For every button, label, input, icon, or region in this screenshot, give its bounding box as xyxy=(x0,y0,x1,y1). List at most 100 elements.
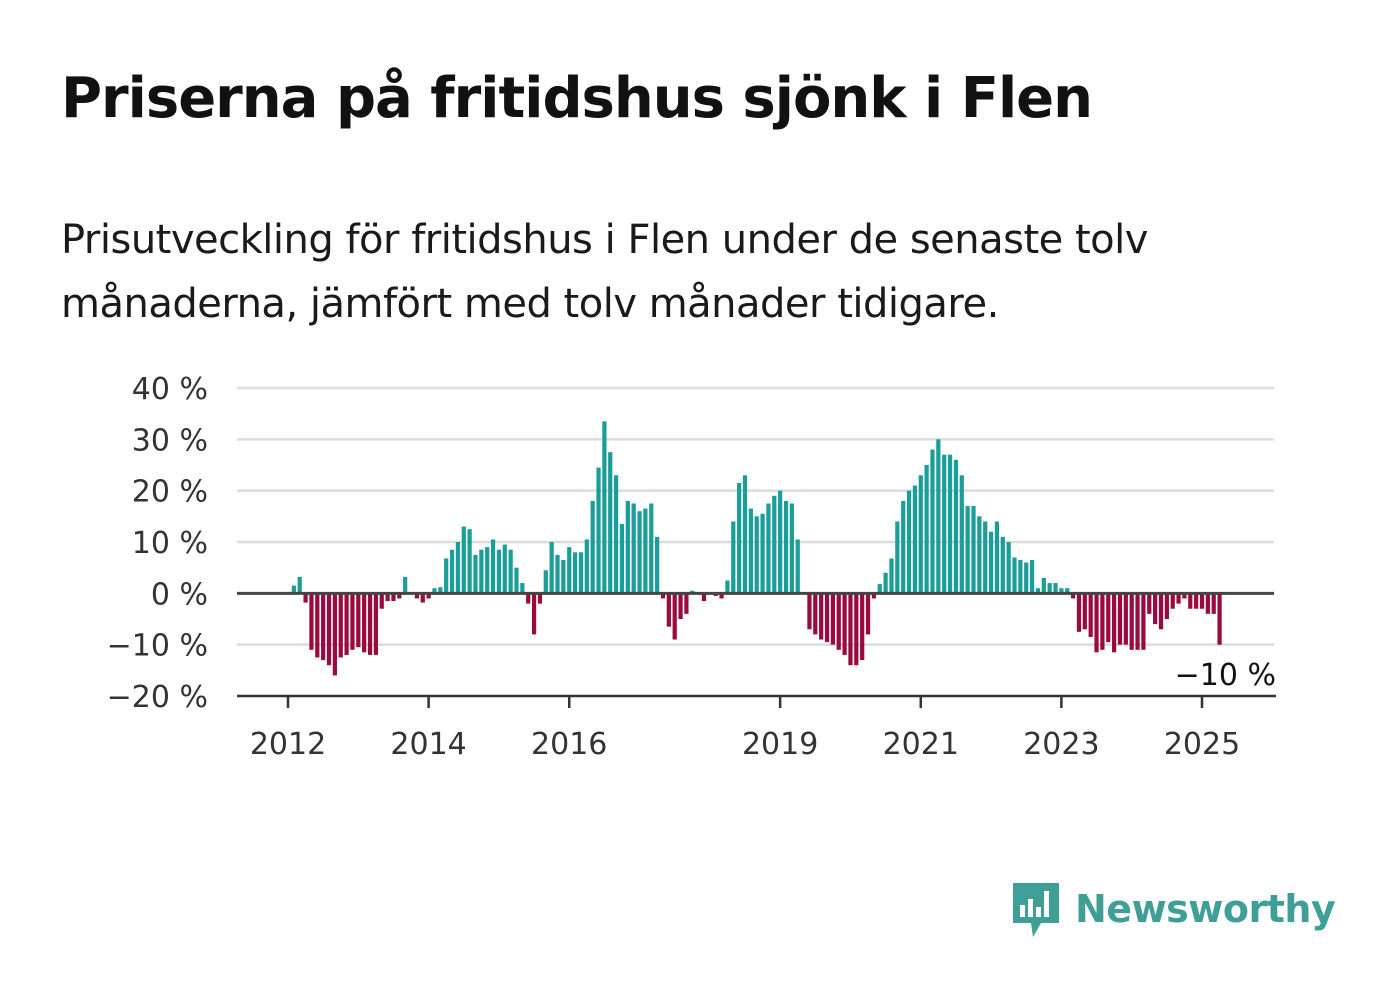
bar xyxy=(362,593,367,653)
bar xyxy=(1182,593,1187,599)
bar xyxy=(1217,593,1222,645)
bar xyxy=(332,593,337,676)
bar xyxy=(737,482,742,594)
bar xyxy=(783,500,789,594)
bar xyxy=(1106,593,1111,643)
bar xyxy=(789,503,794,594)
bar xyxy=(1112,593,1117,653)
bar xyxy=(643,508,648,594)
bar xyxy=(1176,593,1181,604)
bar xyxy=(420,593,425,603)
x-tick-label: 2016 xyxy=(531,727,607,762)
bar xyxy=(666,593,671,627)
bar xyxy=(860,593,865,661)
bar xyxy=(1170,593,1175,609)
bar xyxy=(520,583,525,594)
y-tick-label: 0 % xyxy=(151,577,208,612)
bar xyxy=(1188,593,1193,609)
bar xyxy=(479,549,484,594)
bar xyxy=(297,576,302,594)
bar xyxy=(455,542,461,594)
bar xyxy=(1205,593,1210,614)
bar xyxy=(578,552,584,594)
bar xyxy=(889,558,894,594)
bar xyxy=(625,500,630,594)
bar xyxy=(502,544,507,594)
bar xyxy=(778,490,783,594)
bar xyxy=(748,508,753,594)
bar xyxy=(379,593,384,609)
bar xyxy=(315,593,320,658)
y-tick-label: 20 % xyxy=(132,475,208,510)
bar xyxy=(701,593,707,602)
bar xyxy=(877,584,882,594)
last-value-label: −10 % xyxy=(1175,658,1276,693)
bar xyxy=(1018,559,1023,594)
bar xyxy=(953,459,959,594)
bar xyxy=(596,467,601,594)
bar xyxy=(988,531,994,594)
bar xyxy=(631,503,636,594)
bar xyxy=(1117,593,1123,645)
bar xyxy=(965,506,970,594)
bar xyxy=(543,570,548,594)
bar xyxy=(959,475,964,594)
bar xyxy=(772,495,777,594)
bar xyxy=(660,593,666,599)
bar xyxy=(971,506,976,594)
bar xyxy=(1070,593,1076,599)
bar xyxy=(1029,559,1035,594)
bar xyxy=(760,513,765,594)
bar xyxy=(754,516,759,594)
bar xyxy=(871,593,877,599)
bar xyxy=(449,549,455,594)
bar xyxy=(526,593,531,604)
bar xyxy=(555,554,560,594)
bar xyxy=(303,593,308,603)
brand-name: Newsworthy xyxy=(1075,887,1336,931)
bar xyxy=(947,454,953,594)
bar xyxy=(1082,593,1087,630)
bar xyxy=(367,593,373,655)
bar xyxy=(508,549,513,594)
bar xyxy=(414,593,420,599)
bar xyxy=(1094,593,1099,653)
bar xyxy=(918,475,923,594)
bar xyxy=(895,521,900,594)
bar xyxy=(613,475,619,594)
bar xyxy=(590,500,595,594)
bar xyxy=(397,593,402,599)
bar xyxy=(1123,593,1128,645)
bar xyxy=(1053,583,1058,594)
y-tick-label: 10 % xyxy=(132,526,208,561)
bar xyxy=(537,593,543,604)
bar xyxy=(819,593,824,640)
bar xyxy=(731,521,736,594)
bar xyxy=(865,593,871,635)
bar xyxy=(514,567,519,594)
bar xyxy=(326,593,332,666)
bar xyxy=(766,503,771,594)
y-tick-label: 40 % xyxy=(132,372,208,407)
bar xyxy=(531,593,537,635)
bar xyxy=(1047,583,1052,594)
bar xyxy=(391,593,396,602)
bar xyxy=(830,593,835,645)
bar xyxy=(1100,593,1105,650)
bar xyxy=(1088,593,1093,637)
bar xyxy=(912,485,918,594)
y-tick-label: −20 % xyxy=(107,680,208,715)
bar xyxy=(684,593,689,614)
bar xyxy=(977,516,982,594)
bar xyxy=(344,593,349,655)
bar xyxy=(1059,588,1064,594)
bar xyxy=(672,593,677,640)
bar xyxy=(824,593,830,643)
bar xyxy=(403,576,408,594)
bar xyxy=(1141,593,1146,650)
bar xyxy=(356,593,361,648)
bar xyxy=(567,547,572,594)
newsworthy-logo: Newsworthy xyxy=(1011,879,1336,939)
bar xyxy=(848,593,853,666)
bar xyxy=(432,588,437,594)
